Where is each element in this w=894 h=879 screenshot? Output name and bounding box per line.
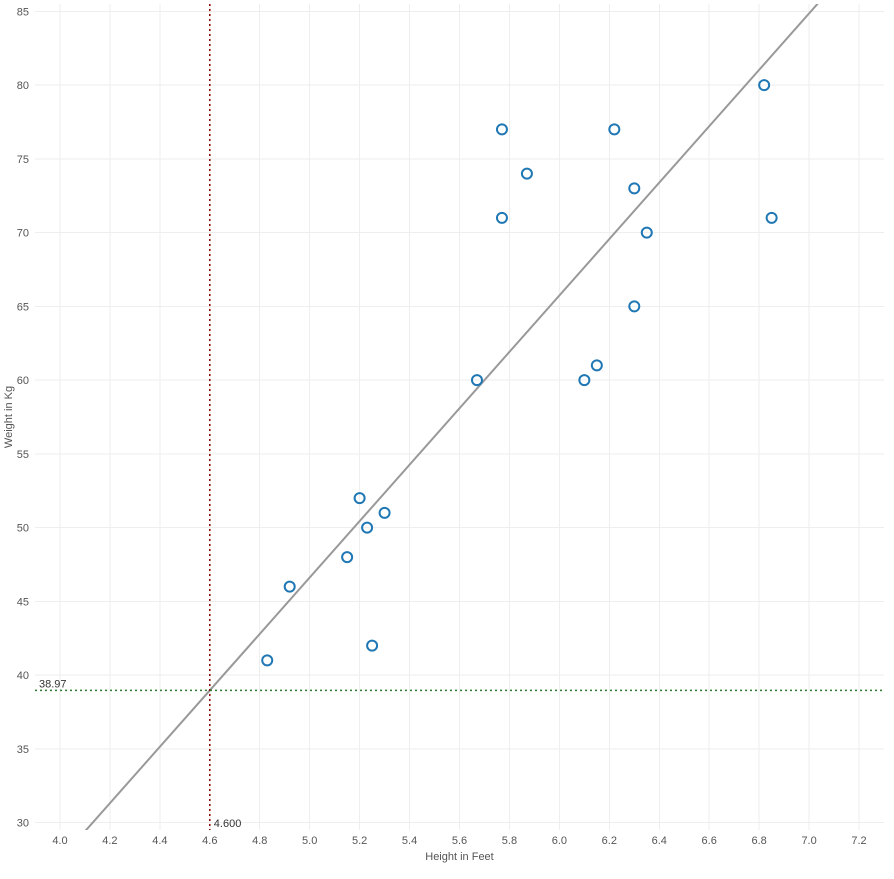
svg-text:5.6: 5.6: [452, 835, 467, 847]
svg-text:5.4: 5.4: [402, 835, 417, 847]
reference-horizontal-label: 38.97: [39, 678, 67, 690]
svg-text:45: 45: [17, 596, 29, 608]
chart-canvas: 4.600 38.97 4.0 4.2 4.4 4.6 4.8 5.0 5.2 5.4 5.6 5.8…: [0, 0, 894, 879]
svg-text:5.8: 5.8: [502, 835, 517, 847]
y-axis-label: Weight in Kg: [3, 386, 15, 448]
svg-text:60: 60: [17, 375, 29, 387]
svg-text:85: 85: [17, 6, 29, 18]
svg-text:35: 35: [17, 744, 29, 756]
reference-vertical-label: 4.600: [214, 818, 242, 830]
svg-text:75: 75: [17, 154, 29, 166]
svg-text:5.0: 5.0: [302, 835, 317, 847]
scatter-chart: 4.600 38.97 4.0 4.2 4.4 4.6 4.8 5.0 5.2 5.4 5.6 5.8…: [0, 0, 894, 879]
svg-text:4.8: 4.8: [252, 835, 267, 847]
svg-text:6.8: 6.8: [751, 835, 766, 847]
svg-text:55: 55: [17, 449, 29, 461]
svg-text:6.0: 6.0: [552, 835, 567, 847]
svg-text:4.6: 4.6: [202, 835, 217, 847]
svg-text:70: 70: [17, 228, 29, 240]
svg-text:6.6: 6.6: [702, 835, 717, 847]
svg-text:4.2: 4.2: [102, 835, 117, 847]
svg-text:7.2: 7.2: [851, 835, 866, 847]
svg-text:65: 65: [17, 301, 29, 313]
svg-text:7.0: 7.0: [801, 835, 816, 847]
x-axis-label: Height in Feet: [425, 851, 493, 863]
svg-text:5.2: 5.2: [352, 835, 367, 847]
svg-text:4.4: 4.4: [152, 835, 167, 847]
svg-text:6.4: 6.4: [652, 835, 667, 847]
svg-text:30: 30: [17, 818, 29, 830]
svg-text:50: 50: [17, 523, 29, 535]
svg-text:80: 80: [17, 80, 29, 92]
svg-text:40: 40: [17, 670, 29, 682]
svg-text:6.2: 6.2: [602, 835, 617, 847]
svg-text:4.0: 4.0: [52, 835, 67, 847]
